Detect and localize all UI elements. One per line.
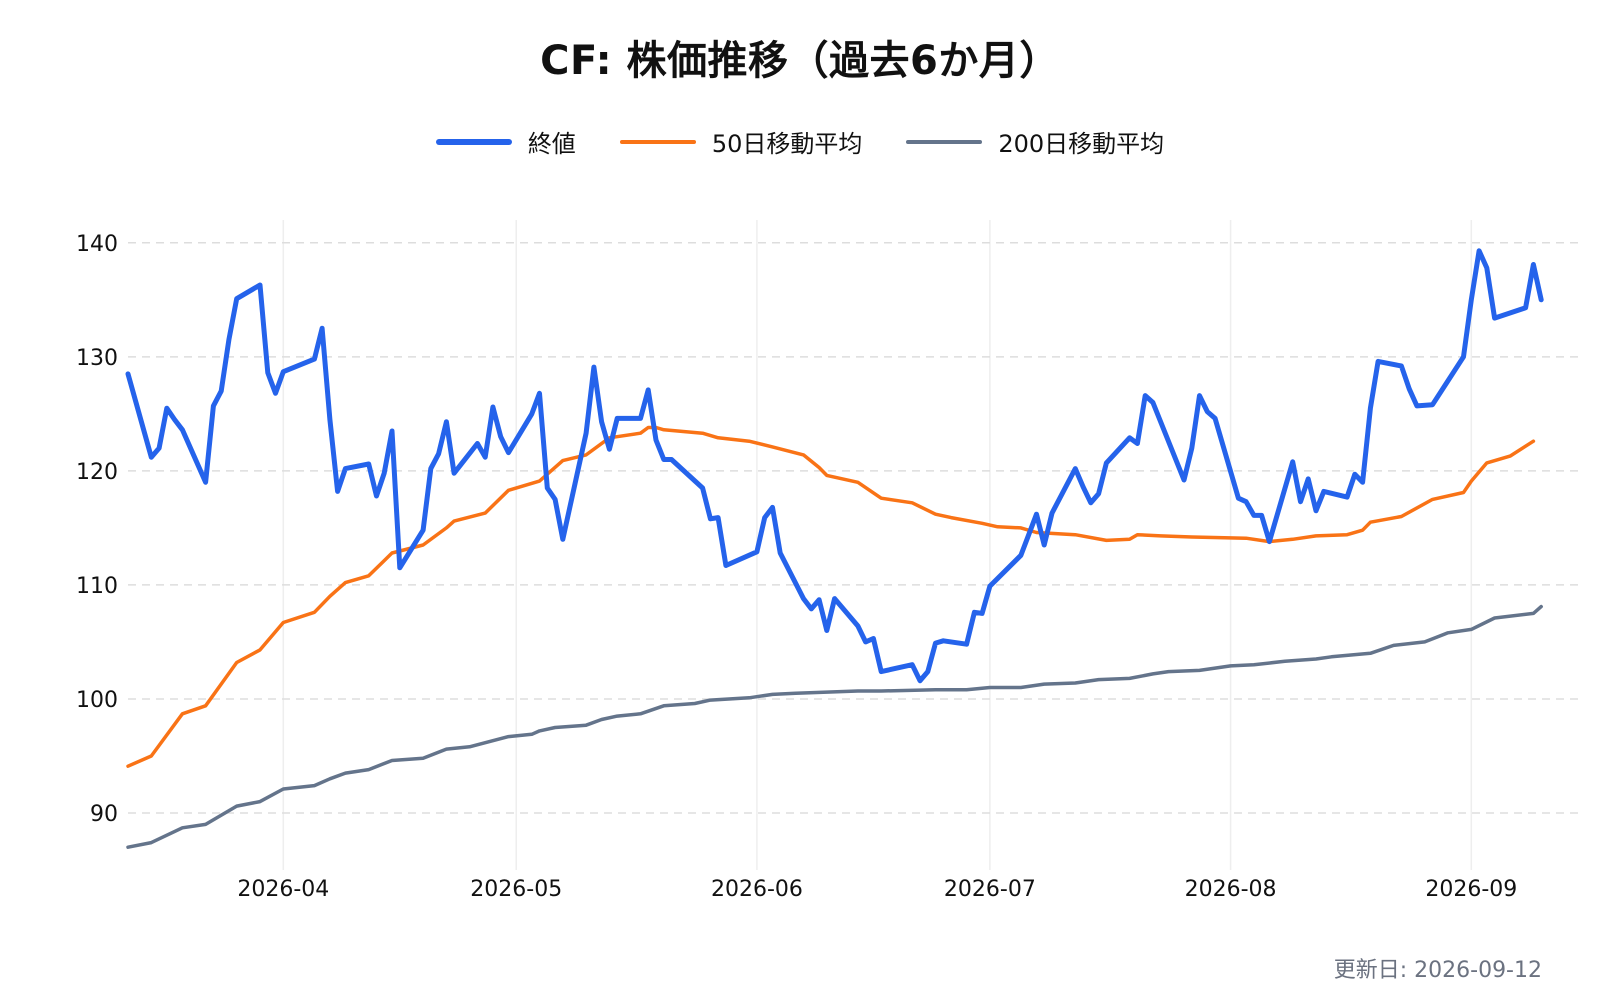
legend-swatch-ma50: [619, 139, 696, 144]
legend-label-ma50: 50日移動平均: [711, 130, 863, 158]
series-line-ma50: [126, 425, 1536, 768]
x-tick-label: 2026-04: [237, 877, 329, 902]
series-line-close: [125, 248, 1544, 684]
x-tick-label: 2026-07: [944, 877, 1036, 902]
x-tick-label: 2026-09: [1425, 877, 1517, 902]
y-tick-label: 90: [90, 802, 118, 827]
legend-item-ma50[interactable]: 50日移動平均: [619, 124, 863, 159]
x-tick-label: 2026-08: [1185, 877, 1277, 902]
y-tick-label: 110: [76, 574, 118, 599]
y-tick-label: 140: [76, 232, 118, 257]
legend-swatch-ma200: [906, 139, 983, 144]
x-tick-label: 2026-05: [470, 877, 562, 902]
legend-swatch-close: [435, 138, 512, 145]
x-tick-label: 2026-06: [711, 877, 803, 902]
y-tick-label: 120: [76, 460, 118, 485]
legend: 終値 50日移動平均 200日移動平均: [0, 124, 1600, 159]
legend-item-ma200[interactable]: 200日移動平均: [906, 124, 1164, 159]
legend-item-close[interactable]: 終値: [435, 124, 576, 159]
series-line-ma200: [126, 604, 1543, 849]
updated-date: 更新日: 2026-09-12: [1333, 958, 1542, 983]
legend-label-close: 終値: [527, 130, 576, 158]
y-tick-label: 130: [76, 346, 118, 371]
y-tick-label: 100: [76, 688, 118, 713]
legend-label-ma200: 200日移動平均: [998, 130, 1165, 158]
chart-title: CF: 株価推移（過去6か月）: [540, 38, 1060, 84]
